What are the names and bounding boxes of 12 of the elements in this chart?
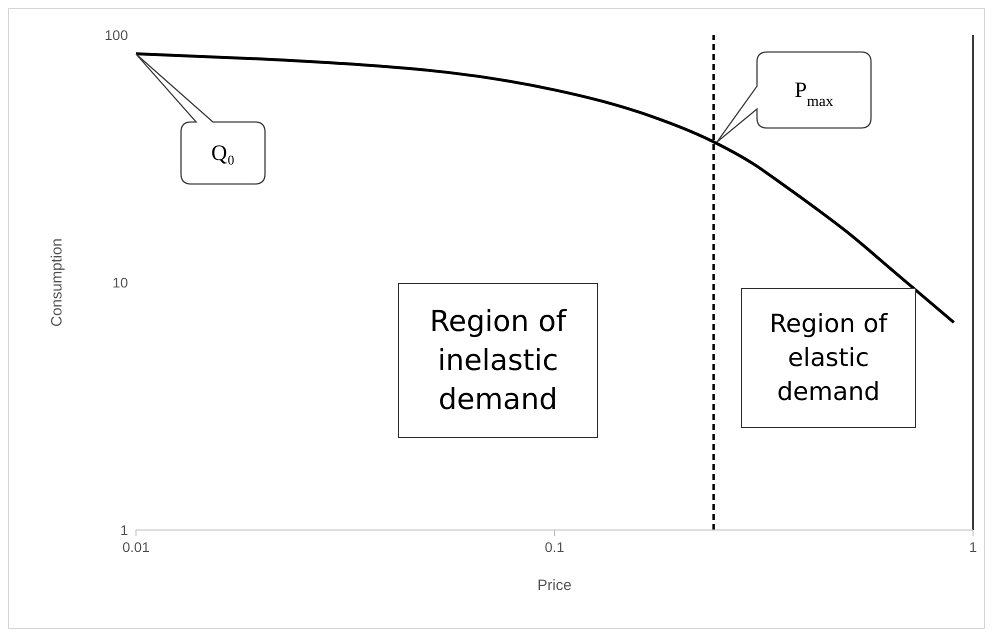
- annotation: Region of inelastic demand: [398, 283, 598, 438]
- y-tick-label: 100: [104, 26, 128, 43]
- y-tick-label: 1: [120, 522, 128, 538]
- y-axis-title: Consumption: [48, 238, 66, 327]
- x-axis-title: Price: [537, 577, 572, 594]
- annotation: P$_{max}$: [794, 77, 834, 110]
- y-tick-label: 10: [112, 274, 128, 290]
- annotation: Q₀: [211, 140, 235, 165]
- annotation: Region of elastic demand: [741, 288, 916, 428]
- x-tick-label: 1: [969, 538, 978, 555]
- x-tick-label: 0.01: [122, 538, 150, 555]
- x-tick-label: 0.1: [544, 538, 564, 555]
